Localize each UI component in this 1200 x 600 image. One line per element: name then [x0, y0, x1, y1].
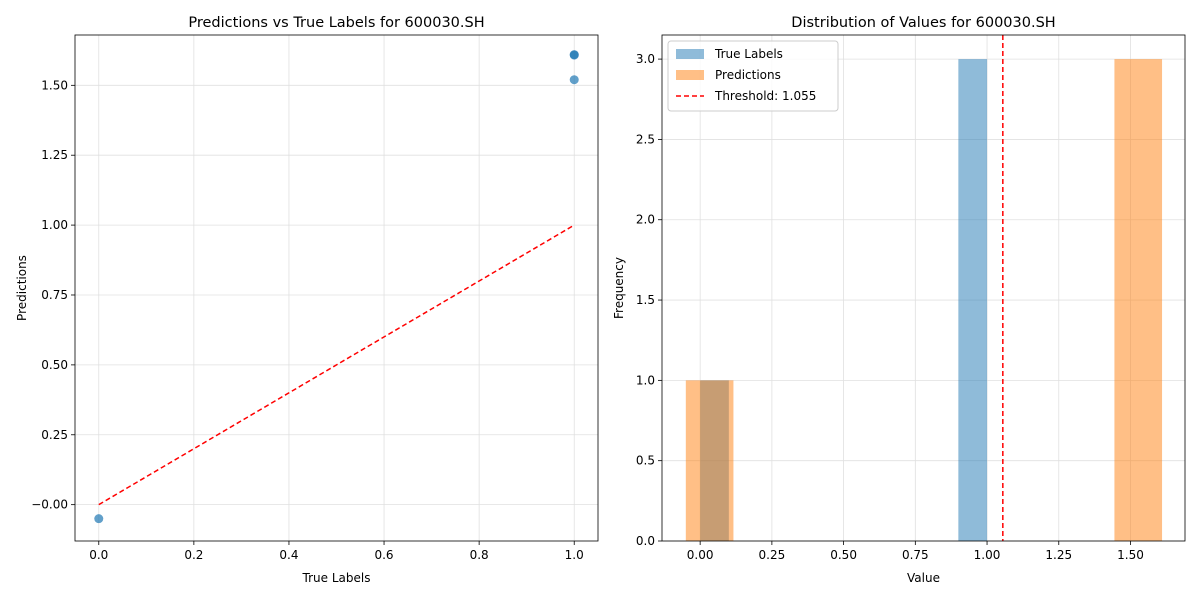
legend-swatch-predictions — [676, 70, 704, 80]
histogram-plot-frame — [661, 34, 1186, 542]
scatter-y-tick-label: 1.50 — [41, 78, 68, 92]
histogram-bar-predictions — [685, 380, 734, 541]
histogram-bar-true-labels — [958, 59, 988, 541]
scatter-x-tick-label: 0.0 — [89, 548, 108, 562]
scatter-x-tick-label: 0.2 — [184, 548, 203, 562]
legend-box — [667, 40, 839, 112]
histogram-legend: True Labels Predictions Threshold: 1.055 — [667, 40, 839, 112]
scatter-y-tick-label: 1.00 — [41, 218, 68, 232]
histogram-chart-title: Distribution of Values for 600030.SH — [791, 15, 1055, 31]
scatter-x-axis-label: True Labels — [302, 571, 371, 585]
histogram-x-axis-label: Value — [907, 571, 940, 585]
histogram-bar-predictions — [1114, 59, 1163, 541]
histogram-x-tick-label: 0.75 — [902, 548, 929, 562]
scatter-x-tick-label: 1.0 — [565, 548, 584, 562]
legend-label-threshold: Threshold: 1.055 — [714, 89, 816, 103]
scatter-point — [94, 514, 104, 524]
histogram-y-tick-label: 0.5 — [636, 454, 655, 468]
diagonal-reference-line — [98, 224, 575, 506]
scatter-x-ticks: 0.0 0.2 0.4 0.6 0.8 1.0 — [89, 541, 584, 562]
scatter-y-tick-label: 0.50 — [41, 358, 68, 372]
histogram-y-tick-label: 0.0 — [636, 534, 655, 548]
histogram-x-tick-label: 0.25 — [759, 548, 786, 562]
scatter-y-tick-label: 0.75 — [41, 288, 68, 302]
scatter-x-tick-label: 0.6 — [374, 548, 393, 562]
legend-label-true-labels: True Labels — [714, 47, 783, 61]
histogram-y-tick-label: 2.0 — [636, 213, 655, 227]
histogram-chart: Distribution of Values for 600030.SH 0.0… — [612, 15, 1186, 585]
scatter-y-axis-label: Predictions — [15, 255, 29, 321]
histogram-y-tick-label: 1.5 — [636, 293, 655, 307]
scatter-point — [569, 75, 579, 85]
scatter-reference-line — [98, 224, 575, 506]
histogram-y-axis-label: Frequency — [612, 257, 626, 319]
scatter-y-tick-label: 0.25 — [41, 428, 68, 442]
scatter-x-tick-label: 0.8 — [470, 548, 489, 562]
scatter-points — [94, 50, 579, 524]
legend-swatch-true-labels — [676, 49, 704, 59]
scatter-grid — [75, 35, 598, 541]
histogram-y-ticks: 0.0 0.5 1.0 1.5 2.0 2.5 3.0 — [636, 52, 662, 548]
histogram-x-tick-label: 1.50 — [1117, 548, 1144, 562]
scatter-chart: Predictions vs True Labels for 600030.SH… — [15, 15, 599, 585]
histogram-x-tick-label: 1.25 — [1045, 548, 1072, 562]
histogram-x-ticks: 0.00 0.25 0.50 0.75 1.00 1.25 1.50 — [687, 541, 1144, 562]
scatter-point — [569, 50, 579, 60]
histogram-y-tick-label: 1.0 — [636, 373, 655, 387]
histogram-x-tick-label: 0.00 — [687, 548, 714, 562]
histogram-x-tick-label: 0.50 — [830, 548, 857, 562]
scatter-x-tick-label: 0.4 — [279, 548, 298, 562]
scatter-y-tick-label: 1.25 — [41, 148, 68, 162]
histogram-x-tick-label: 1.00 — [974, 548, 1001, 562]
scatter-y-ticks: −0.00 0.25 0.50 0.75 1.00 1.25 1.50 — [31, 78, 75, 512]
scatter-y-tick-label: −0.00 — [31, 498, 68, 512]
legend-label-predictions: Predictions — [715, 68, 781, 82]
histogram-y-tick-label: 2.5 — [636, 132, 655, 146]
histogram-y-tick-label: 3.0 — [636, 52, 655, 66]
histogram-bars — [685, 59, 1163, 541]
scatter-plot-frame — [74, 34, 599, 542]
scatter-chart-title: Predictions vs True Labels for 600030.SH — [188, 15, 484, 31]
